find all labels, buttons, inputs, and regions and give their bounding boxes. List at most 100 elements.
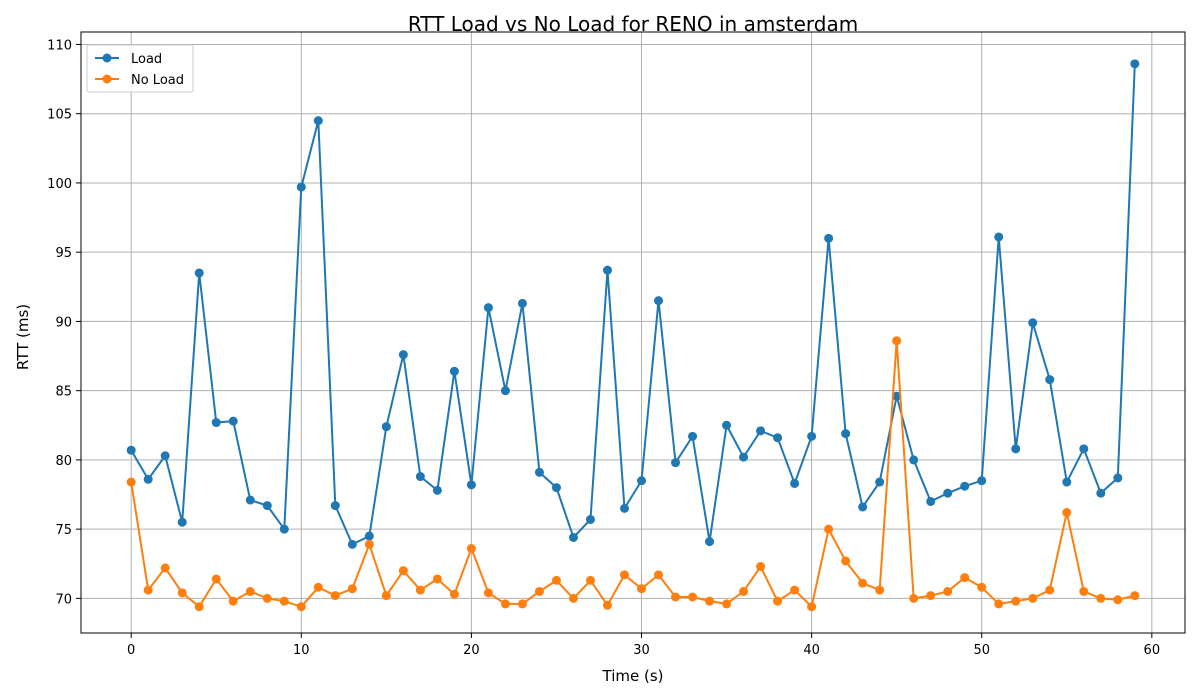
data-point-load — [245, 495, 255, 505]
data-point-no-load — [296, 602, 306, 612]
data-point-no-load — [1045, 585, 1055, 595]
data-point-load — [126, 445, 136, 455]
data-point-load — [432, 485, 442, 495]
data-point-no-load — [637, 584, 647, 594]
data-point-load — [1096, 488, 1106, 498]
data-point-no-load — [466, 544, 476, 554]
y-tick-label: 110 — [47, 38, 72, 53]
data-point-no-load — [415, 585, 425, 595]
legend: Load No Load — [86, 44, 194, 93]
legend-box — [86, 44, 194, 93]
data-point-load — [228, 416, 238, 426]
data-point-no-load — [449, 589, 459, 599]
data-point-load — [909, 455, 919, 465]
data-point-load — [1062, 477, 1072, 487]
data-point-no-load — [398, 566, 408, 576]
data-point-no-load — [279, 596, 289, 606]
x-tick-label: 20 — [463, 643, 480, 658]
data-point-load — [739, 452, 749, 462]
data-point-load — [330, 501, 340, 511]
data-point-load — [143, 474, 153, 484]
data-point-load — [858, 502, 868, 512]
data-point-no-load — [994, 599, 1004, 609]
data-point-no-load — [619, 570, 629, 580]
data-point-load — [1045, 375, 1055, 385]
x-tick-label: 50 — [973, 643, 990, 658]
data-point-no-load — [177, 588, 187, 598]
data-point-no-load — [551, 575, 561, 585]
data-point-no-load — [824, 524, 834, 534]
legend-label-load: Load — [131, 52, 162, 67]
data-point-load — [824, 233, 834, 243]
data-point-no-load — [875, 585, 885, 595]
data-point-no-load — [245, 586, 255, 596]
y-tick-label: 80 — [55, 454, 72, 469]
data-point-no-load — [568, 593, 578, 603]
data-point-no-load — [1113, 595, 1123, 605]
axis-ticks: 0 10 20 30 40 50 60 70 75 80 85 90 95 100 105 110 — [47, 38, 1160, 658]
data-point-no-load — [262, 593, 272, 603]
data-point-no-load — [773, 596, 783, 606]
data-point-no-load — [807, 602, 817, 612]
data-point-load — [211, 418, 221, 428]
data-point-load — [517, 298, 527, 308]
data-point-no-load — [228, 596, 238, 606]
data-point-load — [1079, 444, 1089, 454]
y-tick-label: 105 — [47, 108, 72, 123]
data-point-load — [790, 478, 800, 488]
data-point-no-load — [602, 600, 612, 610]
data-point-load — [960, 481, 970, 491]
data-point-no-load — [347, 584, 357, 594]
data-point-load — [705, 537, 715, 547]
data-point-load — [500, 386, 510, 396]
data-point-load — [841, 429, 851, 439]
data-point-no-load — [517, 599, 527, 609]
data-point-load — [1011, 444, 1021, 454]
data-point-load — [381, 422, 391, 432]
data-point-load — [364, 531, 374, 541]
data-point-no-load — [1028, 593, 1038, 603]
data-point-no-load — [1011, 596, 1021, 606]
data-point-no-load — [688, 592, 698, 602]
data-point-no-load — [977, 582, 987, 592]
data-point-no-load — [381, 591, 391, 601]
legend-marker-load — [102, 53, 112, 63]
data-point-load — [977, 476, 987, 486]
y-tick-label: 70 — [55, 592, 72, 607]
data-point-no-load — [1062, 508, 1072, 518]
data-point-no-load — [841, 556, 851, 566]
series-line-no-load — [130, 339, 1136, 608]
data-point-no-load — [160, 563, 170, 573]
data-point-no-load — [756, 562, 766, 572]
data-point-no-load — [194, 602, 204, 612]
x-tick-label: 40 — [803, 643, 820, 658]
y-tick-label: 85 — [55, 385, 72, 400]
data-point-no-load — [909, 593, 919, 603]
data-point-load — [892, 391, 902, 401]
data-point-load — [994, 232, 1004, 242]
data-point-load — [585, 514, 595, 524]
data-point-no-load — [705, 596, 715, 606]
data-point-load — [773, 433, 783, 443]
data-point-no-load — [330, 591, 340, 601]
data-point-no-load — [143, 585, 153, 595]
data-point-load — [194, 268, 204, 278]
data-point-load — [807, 431, 817, 441]
data-point-no-load — [858, 578, 868, 588]
y-tick-label: 75 — [55, 523, 72, 538]
data-point-no-load — [943, 586, 953, 596]
series-line-load — [130, 63, 1136, 546]
data-point-no-load — [790, 585, 800, 595]
data-point-no-load — [722, 599, 732, 609]
data-point-load — [296, 182, 306, 192]
data-point-no-load — [960, 573, 970, 583]
data-point-load — [1130, 59, 1140, 69]
data-point-load — [756, 426, 766, 436]
series-group — [126, 59, 1140, 612]
data-point-load — [313, 116, 323, 126]
plot-frame — [80, 31, 1186, 634]
data-point-no-load — [534, 586, 544, 596]
data-point-no-load — [364, 539, 374, 549]
data-point-load — [602, 265, 612, 275]
